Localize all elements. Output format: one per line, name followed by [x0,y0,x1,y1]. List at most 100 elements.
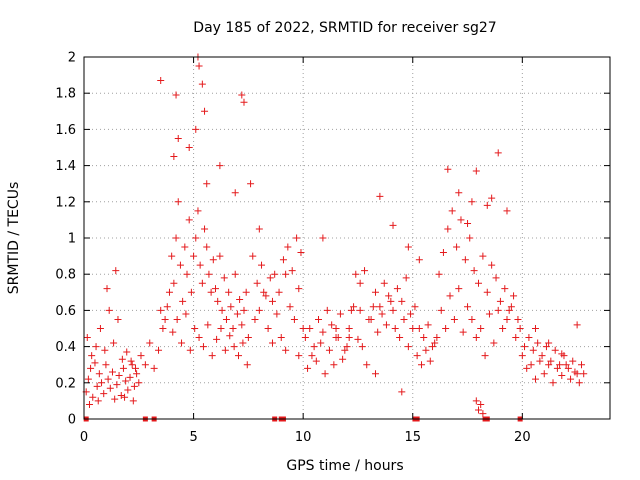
data-point [190,252,198,260]
data-point [505,306,513,314]
y-tick-label: 1.4 [55,159,76,174]
data-point [170,153,178,161]
data-point [315,315,323,323]
data-point [413,352,421,360]
data-point [192,125,200,133]
data-point [186,346,194,354]
data-point [293,234,301,242]
data-point [398,297,406,305]
data-point [279,256,287,264]
data-point [490,339,498,347]
data-point [578,361,586,369]
data-point [424,321,432,329]
data-point [319,234,327,242]
data-point [510,292,518,300]
data-point [398,388,406,396]
data-point [168,252,176,260]
data-point [230,343,238,351]
data-point [573,370,581,378]
data-point [527,361,535,369]
data-point [195,62,203,70]
data-point [157,77,165,85]
y-tick-label: 0.4 [55,340,76,355]
data-point [529,346,537,354]
y-tick-label: 0.2 [55,376,76,391]
data-point [260,288,268,296]
data-point [161,315,169,323]
data-point [271,270,279,278]
data-point [209,256,217,264]
data-point [98,379,106,387]
data-point [249,252,257,260]
data-point [461,256,469,264]
data-point [124,386,132,394]
data-point [275,288,283,296]
data-point [113,381,121,389]
data-point [542,343,550,351]
data-point [472,167,480,175]
data-point [198,80,206,88]
x-axis-ticks: 0 5 10 15 20 [80,57,531,445]
data-point [225,288,233,296]
data-point [132,364,140,372]
data-point [531,325,539,332]
data-point [354,335,362,343]
data-point [204,321,212,329]
data-point [266,274,274,282]
data-point [343,343,351,351]
data-point [382,321,390,329]
data-point [114,315,122,323]
data-point [240,306,248,314]
data-point [442,325,450,332]
data-point [93,382,101,390]
data-point [101,346,109,354]
data-point [339,355,347,363]
data-point [191,325,199,332]
y-tick-label: 1.2 [55,195,76,210]
data-point [231,270,239,278]
data-point [448,207,456,215]
data-point [304,364,312,372]
data-point [103,285,111,293]
data-point [198,279,206,287]
y-tick-label: 0.8 [55,268,76,283]
data-point [564,364,572,372]
data-point [262,292,270,300]
data-point [356,306,364,314]
data-point [88,352,96,360]
data-point [378,310,386,318]
data-point [516,325,524,332]
data-point [538,352,546,360]
data-point [422,346,430,354]
data-point [288,267,296,275]
data-point [268,297,276,305]
data-point [494,306,502,314]
data-point [534,339,542,347]
chart-title: Day 185 of 2022, SRMTID for receiver sg2… [193,20,496,36]
data-point [176,261,184,269]
data-point [201,107,209,115]
data-point [356,279,364,287]
data-point [556,361,564,369]
data-point [523,364,531,372]
data-point [173,315,181,323]
data-point [464,303,472,311]
data-point [301,334,309,342]
data-point [208,352,216,360]
data-point [273,310,281,318]
x-tick-label: 5 [189,430,197,445]
data-point [439,248,447,256]
data-point [468,315,476,323]
data-point [282,346,290,354]
data-point [94,397,102,405]
data-point [332,325,340,332]
x-axis-label: GPS time / hours [286,458,403,474]
data-point [111,395,119,403]
data-point [380,279,388,287]
data-point [525,334,533,342]
data-point [407,310,415,318]
data-point [567,375,575,383]
data-point [455,189,463,197]
data-point [92,343,100,351]
